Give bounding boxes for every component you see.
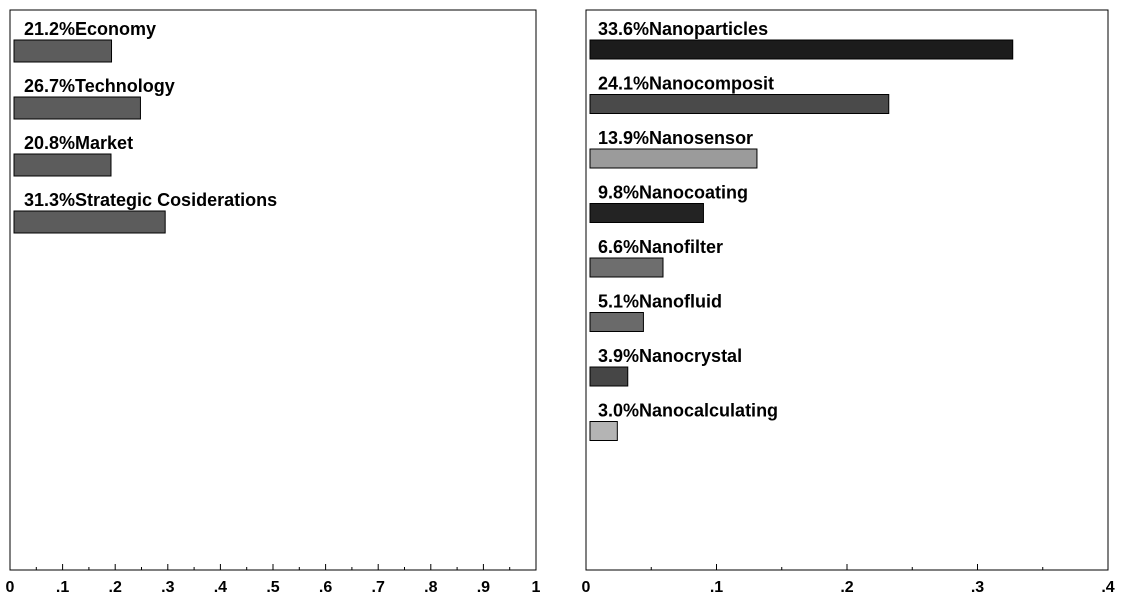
bar-market: [13, 153, 112, 177]
bar-label-nanocomposit: 24.1%Nanocomposit: [598, 74, 774, 94]
x-tick-label: .2: [109, 579, 122, 596]
x-tick-label: .6: [319, 579, 332, 596]
bar-nanofluid: [589, 312, 644, 332]
bar-label-nanofluid: 5.1%Nanofluid: [598, 292, 722, 312]
x-tick-label: .5: [266, 579, 279, 596]
bar-label-nanoparticles: 33.6%Nanoparticles: [598, 19, 768, 39]
x-tick-label: .3: [971, 579, 984, 596]
x-tick-label: .3: [161, 579, 174, 596]
x-tick-label: .4: [1101, 579, 1114, 596]
x-tick-label: 0: [582, 579, 591, 596]
bar-nanoparticles: [589, 39, 1014, 60]
bar-nanocoating: [589, 203, 704, 223]
bar-label-technology: 26.7%Technology: [24, 76, 175, 96]
chart-panel-right: 33.6%Nanoparticles 24.1%Nanocomposit 13.9%…: [582, 9, 1115, 596]
bar-nanofilter: [589, 257, 664, 278]
x-tick-label: .1: [56, 579, 69, 596]
bar-nanocalculating: [589, 421, 618, 441]
x-tick-label: .7: [372, 579, 385, 596]
bar-label-nanocrystal: 3.9%Nanocrystal: [598, 346, 742, 366]
x-tick-label: 0: [6, 579, 15, 596]
bar-label-nanocoating: 9.8%Nanocoating: [598, 183, 748, 203]
x-tick-label: .1: [710, 579, 723, 596]
bar-economy: [13, 39, 113, 63]
bar-label-economy: 21.2%Economy: [24, 19, 156, 39]
x-tick-label: .9: [477, 579, 490, 596]
bar-nanocomposit: [589, 94, 890, 114]
bar-label-strategic-cosiderations: 31.3%Strategic Cosiderations: [24, 190, 277, 210]
bar-label-market: 20.8%Market: [24, 133, 133, 153]
bar-strategic-cosiderations: [13, 210, 166, 234]
bar-technology: [13, 96, 141, 120]
x-tick-label: 1: [532, 579, 541, 596]
bar-nanosensor: [589, 148, 758, 169]
bar-label-nanofilter: 6.6%Nanofilter: [598, 237, 723, 257]
x-tick-label: .8: [424, 579, 437, 596]
bar-label-nanosensor: 13.9%Nanosensor: [598, 128, 753, 148]
x-tick-label: .2: [840, 579, 853, 596]
chart-panel-left: 21.2%Economy 26.7%Technology 20.8%Market 31…: [6, 9, 541, 596]
x-tick-label: .4: [214, 579, 227, 596]
bar-label-nanocalculating: 3.0%Nanocalculating: [598, 401, 778, 421]
bar-nanocrystal: [589, 366, 629, 387]
